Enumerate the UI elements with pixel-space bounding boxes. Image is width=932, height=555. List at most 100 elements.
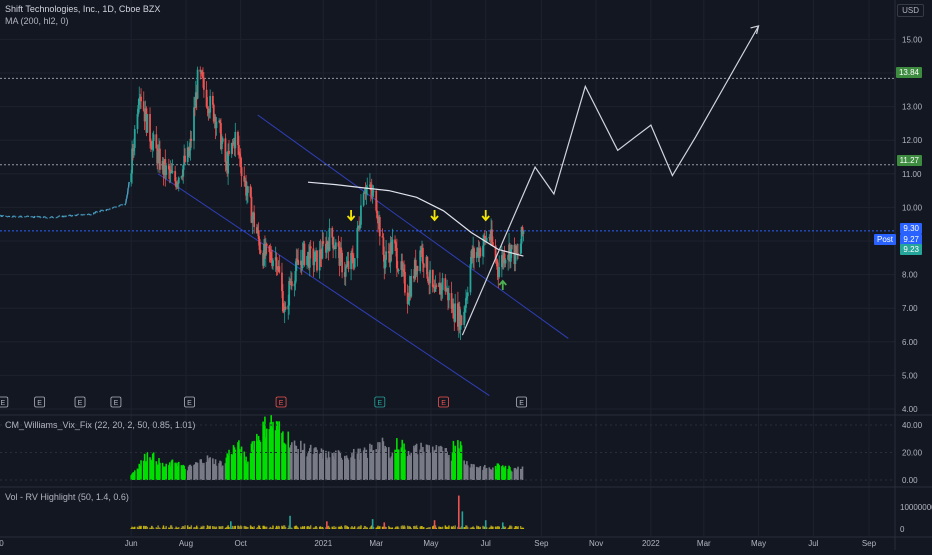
vix-fix-bar: [454, 446, 456, 480]
volume-bar: [335, 527, 336, 529]
candle-body: [241, 167, 243, 176]
vix-fix-bar: [316, 450, 318, 480]
currency-button[interactable]: USD: [897, 4, 924, 17]
candle-body: [178, 178, 180, 184]
volume-bar: [304, 526, 305, 529]
earnings-label: E: [279, 400, 284, 407]
ma-legend[interactable]: MA (200, hl2, 0): [5, 16, 69, 26]
candle-body: [479, 248, 481, 256]
volume-bar: [354, 526, 355, 529]
volume-bar: [272, 526, 273, 529]
candle-body: [498, 267, 500, 277]
arrow-down-icon: [482, 210, 489, 220]
vix-fix-bar: [473, 464, 475, 480]
volume-bar: [153, 528, 154, 529]
vix-fix-bar: [266, 429, 268, 480]
candle-body: [448, 293, 450, 300]
volume-bar: [442, 527, 443, 529]
price-bar: [6, 216, 7, 217]
vix-fix-bar: [172, 460, 174, 480]
earnings-label: E: [37, 400, 42, 407]
vix-fix-bar: [260, 442, 262, 480]
volume-bar: [235, 526, 236, 529]
price-bar: [119, 206, 120, 207]
earnings-label: E: [114, 400, 119, 407]
vix-fix-legend[interactable]: CM_Williams_Vix_Fix (22, 20, 2, 50, 0.85…: [5, 420, 195, 430]
candle-body: [276, 257, 278, 269]
price-bar: [112, 208, 113, 209]
volume-bar: [360, 525, 361, 529]
volume-bar: [241, 526, 242, 529]
price-bar: [125, 204, 126, 206]
volume-bar: [222, 526, 223, 529]
volume-spike-bar: [458, 496, 460, 529]
vix-fix-bar: [511, 472, 513, 480]
vix-fix-bar: [222, 466, 224, 480]
vix-fix-bar: [354, 459, 356, 480]
candle-body: [266, 244, 268, 246]
volume-bar: [385, 527, 386, 529]
vix-fix-bar: [322, 450, 324, 480]
candle-body: [505, 260, 507, 264]
last-price-tag: 9.30: [900, 223, 922, 234]
vix-axis-label: 40.00: [902, 421, 923, 430]
candle-body: [253, 213, 255, 228]
price-bar: [72, 215, 73, 216]
volume-bar: [511, 526, 512, 529]
volume-bar: [216, 527, 217, 529]
price-bar: [9, 216, 10, 217]
volume-pane: 010000000: [130, 496, 932, 534]
candle-body: [391, 240, 393, 254]
vix-fix-bar: [335, 451, 337, 480]
vix-fix-bar: [517, 467, 519, 480]
volume-bar: [454, 525, 455, 529]
candle-body: [272, 260, 274, 266]
price-bar: [22, 217, 23, 218]
price-bar: [21, 216, 22, 218]
candle-body: [329, 228, 331, 251]
candle-body: [398, 270, 400, 271]
volume-bar: [316, 527, 317, 529]
candle-body: [366, 187, 368, 188]
price-bar: [116, 207, 117, 208]
candle-body: [354, 258, 356, 267]
vix-fix-bar: [498, 465, 500, 480]
earnings-label: E: [519, 400, 524, 407]
volume-bar: [379, 526, 380, 529]
candle-body: [165, 165, 167, 175]
volume-spike-bar: [326, 521, 328, 529]
symbol-title[interactable]: Shift Technologies, Inc., 1D, Cboe BZX: [5, 4, 160, 14]
time-axis-label: Jun: [125, 539, 138, 548]
candle-body: [228, 151, 230, 154]
vix-fix-bar: [297, 449, 299, 480]
volume-spike-bar: [383, 522, 385, 529]
volume-bar: [291, 528, 292, 529]
price-bar: [101, 210, 102, 211]
price-axis-label: 7.00: [902, 304, 918, 313]
price-bar: [43, 216, 44, 217]
earnings-label: E: [78, 400, 83, 407]
candle-body: [356, 228, 358, 258]
vix-fix-bar: [505, 466, 507, 480]
candle-body: [190, 139, 192, 141]
vix-fix-bar: [373, 450, 375, 480]
price-bar: [58, 216, 59, 217]
vix-fix-bar: [272, 422, 274, 480]
volume-bar: [253, 526, 254, 529]
vix-fix-bar: [492, 467, 494, 480]
vix-fix-bar: [253, 441, 255, 480]
vix-fix-bar: [480, 466, 482, 480]
price-bar: [107, 209, 108, 210]
vix-fix-bar: [442, 451, 444, 480]
price-axis-label: 15.00: [902, 35, 923, 44]
candle-body: [159, 149, 161, 170]
price-bar: [76, 215, 77, 216]
volume-legend[interactable]: Vol - RV Highlight (50, 1.4, 0.6): [5, 492, 129, 502]
candle-body: [511, 245, 513, 249]
candle-body: [432, 270, 434, 287]
volume-bar: [134, 527, 135, 529]
vix-fix-bar: [203, 463, 205, 480]
vix-fix-bar: [134, 470, 136, 480]
